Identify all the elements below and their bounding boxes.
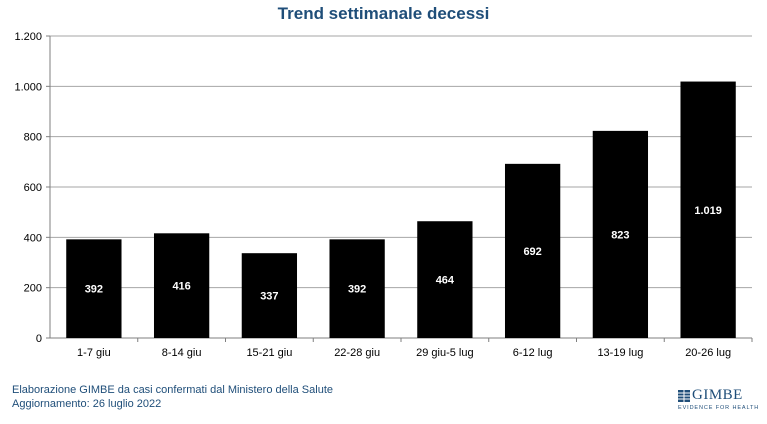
gimbe-logo-mark-icon (678, 390, 690, 402)
bar-value-label: 392 (85, 284, 103, 296)
bar (153, 233, 210, 338)
bar (241, 253, 298, 338)
y-tick-label: 1.200 (14, 31, 42, 43)
gimbe-logo-tagline: EVIDENCE FOR HEALTH (678, 405, 760, 411)
update-date-line: Aggiornamento: 26 luglio 2022 (12, 398, 162, 410)
chart-title: Trend settimanale decessi (277, 4, 490, 23)
y-tick-label: 600 (24, 182, 42, 194)
bar (66, 239, 122, 338)
y-tick-label: 1.000 (14, 81, 42, 93)
x-tick-label: 6-12 lug (513, 347, 553, 359)
x-tick-label: 13-19 lug (597, 347, 643, 359)
bar-value-label: 823 (611, 229, 629, 241)
x-tick-label: 1-7 giu (77, 347, 111, 359)
y-tick-label: 400 (24, 232, 42, 244)
bar-value-label: 1.019 (694, 205, 722, 217)
bar (417, 221, 473, 338)
y-tick-label: 200 (24, 283, 42, 295)
bar-value-label: 337 (260, 291, 278, 303)
bar (329, 239, 385, 338)
bar-value-label: 692 (523, 246, 541, 258)
y-tick-label: 0 (36, 333, 42, 345)
source-note-line: Elaborazione GIMBE da casi confermati da… (12, 384, 333, 396)
bar (592, 130, 649, 338)
x-tick-label: 29 giu-5 lug (416, 347, 474, 359)
y-tick-label: 800 (24, 132, 42, 144)
bar (680, 81, 736, 338)
source-note: Elaborazione GIMBE da casi confermati da… (12, 383, 333, 411)
gimbe-logo-word: GIMBE (692, 387, 743, 403)
bar (504, 163, 561, 338)
bar-value-label: 392 (348, 284, 366, 296)
x-tick-label: 22-28 giu (334, 347, 380, 359)
x-tick-label: 8-14 giu (162, 347, 202, 359)
bar-value-label: 416 (172, 281, 190, 293)
x-tick-label: 20-26 lug (685, 347, 731, 359)
gimbe-logo: GIMBE EVIDENCE FOR HEALTH (678, 387, 760, 416)
x-tick-label: 15-21 giu (246, 347, 292, 359)
bar-value-label: 464 (436, 275, 455, 287)
